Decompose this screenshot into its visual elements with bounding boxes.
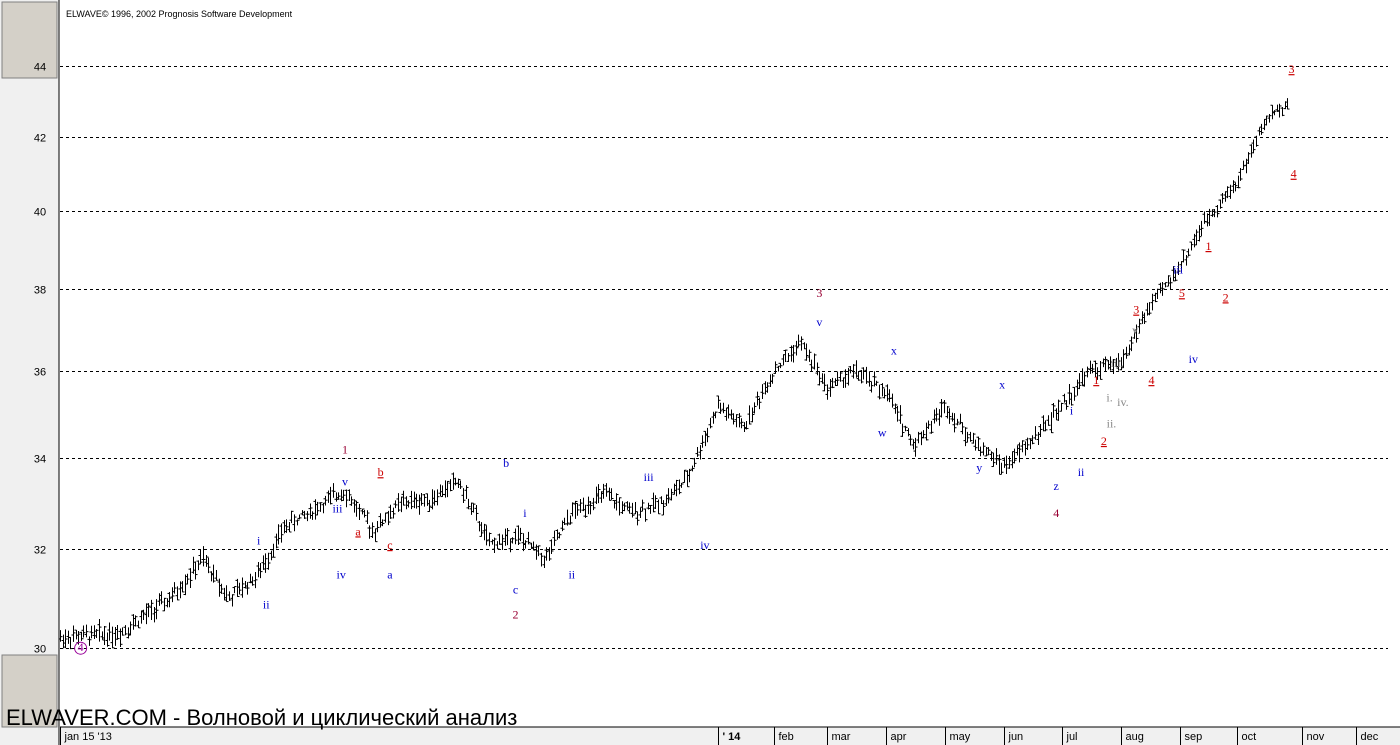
x-tick-label: nov — [1307, 731, 1325, 743]
x-tick-label: sep — [1185, 731, 1203, 743]
wave-label: iii — [332, 502, 343, 516]
x-tick-label: dec — [1361, 731, 1379, 743]
wave-label: v — [342, 474, 348, 488]
wave-label: 3 — [1289, 62, 1295, 76]
wave-label: iii — [644, 470, 655, 484]
wave-label: i. — [1106, 390, 1112, 404]
wave-label: 3 — [816, 286, 822, 300]
wave-label: x — [891, 344, 897, 358]
wave-label: 4 — [1148, 373, 1154, 387]
wave-label: iv — [700, 538, 709, 552]
wave-label: iv — [1189, 352, 1198, 366]
wave-label: 2 — [513, 607, 519, 621]
wave-label: z — [1054, 479, 1059, 493]
x-tick-label: oct — [1242, 731, 1257, 743]
x-axis-panel — [60, 727, 1400, 745]
wave-label: 1 — [342, 443, 348, 457]
y-tick-label: 36 — [34, 367, 46, 379]
y-tick-label: 30 — [34, 644, 46, 656]
wave-label: iv — [337, 568, 346, 582]
wave-label: 5 — [1179, 286, 1185, 300]
wave-label: b — [378, 465, 384, 479]
y-tick-label: 42 — [34, 133, 46, 145]
x-tick-label: jul — [1066, 731, 1078, 743]
wave-label: ii — [568, 568, 575, 582]
wave-label: 4 — [78, 640, 84, 654]
copyright-text: ELWAVE© 1996, 2002 Prognosis Software De… — [66, 9, 293, 19]
wave-label: 1 — [1093, 373, 1099, 387]
wave-label: c — [387, 538, 392, 552]
wave-label: c — [513, 583, 518, 597]
wave-label: ii. — [1107, 417, 1117, 431]
y-tick-label: 40 — [34, 207, 46, 219]
wave-label: x — [999, 377, 1005, 391]
wave-label: b — [503, 456, 509, 470]
wave-label: 1 — [1206, 239, 1212, 253]
wave-label: iii. — [1111, 356, 1124, 370]
y-tick-label: 32 — [34, 545, 46, 557]
wave-label: i — [523, 506, 527, 520]
wave-label: a — [355, 524, 361, 538]
wave-label: iii — [1173, 262, 1184, 276]
wave-label: v — [816, 315, 822, 329]
wave-label: ii — [263, 597, 270, 611]
scroll-up-button[interactable] — [1, 1, 58, 79]
wave-label: 2 — [1223, 290, 1229, 304]
x-tick-label: jan 15 '13 — [64, 731, 112, 743]
x-tick-label: apr — [891, 731, 907, 743]
wave-label: i — [1070, 404, 1074, 418]
wave-label: 4 — [1053, 506, 1059, 520]
y-tick-label: 34 — [34, 454, 46, 466]
x-tick-label: mar — [832, 731, 851, 743]
wave-label-circle — [74, 641, 88, 655]
x-tick-label: jun — [1008, 731, 1024, 743]
wave-label: ii — [1078, 465, 1085, 479]
x-tick-label: ' 14 — [723, 731, 742, 743]
wave-label: v. — [1132, 323, 1140, 337]
y-axis-panel — [0, 0, 59, 745]
scroll-down-button[interactable] — [1, 654, 58, 728]
wave-label: i — [257, 533, 261, 547]
wave-label: iv. — [1117, 395, 1129, 409]
watermark-text: ELWAVER.COM - Волновой и циклический ана… — [6, 705, 517, 730]
y-tick-label: 38 — [34, 285, 46, 297]
wave-label: 2 — [1101, 434, 1107, 448]
x-tick-label: may — [950, 731, 971, 743]
wave-label: w — [878, 425, 887, 439]
wave-label: 4 — [1291, 167, 1297, 181]
x-tick-label: feb — [779, 731, 794, 743]
wave-label: y — [976, 461, 982, 475]
wave-label: a — [387, 568, 393, 582]
y-tick-label: 44 — [34, 62, 46, 74]
wave-label: 3 — [1133, 303, 1139, 317]
x-tick-label: aug — [1126, 731, 1144, 743]
